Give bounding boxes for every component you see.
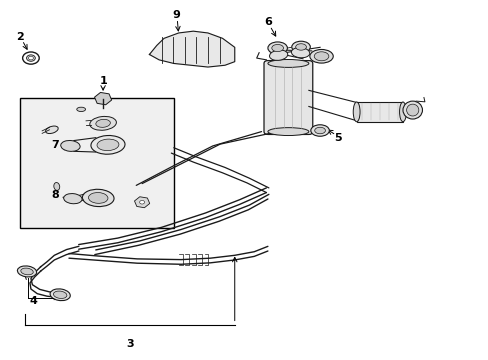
Ellipse shape <box>88 193 108 203</box>
Polygon shape <box>149 31 234 67</box>
Ellipse shape <box>21 268 33 275</box>
Ellipse shape <box>28 56 33 60</box>
Ellipse shape <box>50 289 70 301</box>
Text: 8: 8 <box>51 190 59 201</box>
Text: 7: 7 <box>51 140 59 150</box>
Text: 9: 9 <box>172 10 180 20</box>
Text: 1: 1 <box>99 76 107 86</box>
Ellipse shape <box>26 55 35 61</box>
Ellipse shape <box>97 139 119 150</box>
Text: 5: 5 <box>334 133 341 143</box>
FancyBboxPatch shape <box>264 60 312 134</box>
Ellipse shape <box>96 120 110 127</box>
Ellipse shape <box>54 183 60 190</box>
Ellipse shape <box>406 104 418 116</box>
Ellipse shape <box>399 102 406 122</box>
Text: 6: 6 <box>264 17 271 27</box>
Bar <box>20 98 173 228</box>
Ellipse shape <box>18 266 37 277</box>
Ellipse shape <box>291 41 310 53</box>
Ellipse shape <box>314 52 328 61</box>
Ellipse shape <box>267 128 308 135</box>
Ellipse shape <box>77 107 85 112</box>
Ellipse shape <box>91 135 125 154</box>
Text: 2: 2 <box>16 32 24 41</box>
Ellipse shape <box>90 116 116 130</box>
Text: 4: 4 <box>30 296 38 306</box>
Ellipse shape <box>314 127 325 134</box>
Ellipse shape <box>53 291 67 298</box>
Ellipse shape <box>267 59 308 67</box>
Ellipse shape <box>309 49 332 63</box>
Ellipse shape <box>310 125 329 136</box>
Ellipse shape <box>291 48 309 58</box>
Ellipse shape <box>45 126 58 134</box>
Ellipse shape <box>402 101 422 119</box>
Ellipse shape <box>352 102 359 122</box>
Ellipse shape <box>267 42 287 54</box>
Text: 3: 3 <box>126 339 133 349</box>
Ellipse shape <box>82 189 114 207</box>
Bar <box>356 102 402 122</box>
Ellipse shape <box>295 44 306 50</box>
Ellipse shape <box>63 194 82 204</box>
Ellipse shape <box>269 50 287 60</box>
Ellipse shape <box>140 201 144 204</box>
Ellipse shape <box>61 140 80 151</box>
Ellipse shape <box>271 44 283 51</box>
